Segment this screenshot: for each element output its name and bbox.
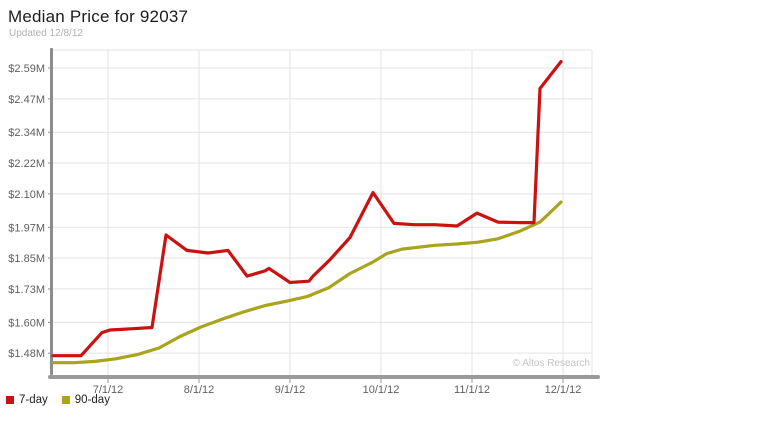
series-line-90-day — [51, 200, 563, 365]
x-tick-label: 11/1/12 — [454, 384, 490, 396]
y-tick-label: $2.22M — [8, 158, 45, 170]
x-axis-bar — [48, 375, 600, 379]
x-tick-label: 9/1/12 — [275, 384, 306, 396]
y-tick-label: $2.59M — [8, 63, 45, 75]
x-tick-mark — [380, 379, 382, 383]
legend-swatch-90day — [61, 396, 70, 404]
y-tick-label: $1.85M — [8, 253, 45, 265]
x-tick-mark — [471, 379, 473, 383]
y-tick-label: $1.48M — [8, 348, 45, 360]
y-tick-label: $1.60M — [8, 317, 45, 329]
chart-subtitle: Updated 12/8/12 — [9, 28, 83, 39]
x-tick-mark — [289, 379, 291, 383]
x-tick-mark — [562, 379, 564, 383]
x-tick-label: 8/1/12 — [184, 384, 215, 396]
y-tick-label: $2.47M — [8, 94, 45, 106]
y-axis-bar — [50, 48, 53, 375]
y-tick-label: $2.34M — [8, 127, 45, 139]
series-line-7-day — [51, 59, 563, 358]
legend-label-7day: 7-day — [19, 394, 48, 406]
x-tick-label: 12/1/12 — [545, 384, 582, 396]
page-title: Median Price for 92037 — [8, 7, 189, 26]
x-tick-label: 10/1/12 — [363, 384, 400, 396]
legend: 7-day 90-day — [6, 394, 124, 406]
x-tick-mark — [107, 379, 109, 383]
y-tick-label: $1.73M — [8, 284, 45, 296]
x-tick-mark — [198, 379, 200, 383]
x-tick-label: 7/1/12 — [93, 384, 124, 396]
y-tick-label: $2.10M — [8, 189, 45, 201]
legend-swatch-7day — [6, 396, 14, 404]
legend-label-90day: 90-day — [74, 394, 110, 406]
y-tick-label: $1.97M — [8, 222, 45, 234]
watermark: © Altos Research — [513, 358, 590, 369]
